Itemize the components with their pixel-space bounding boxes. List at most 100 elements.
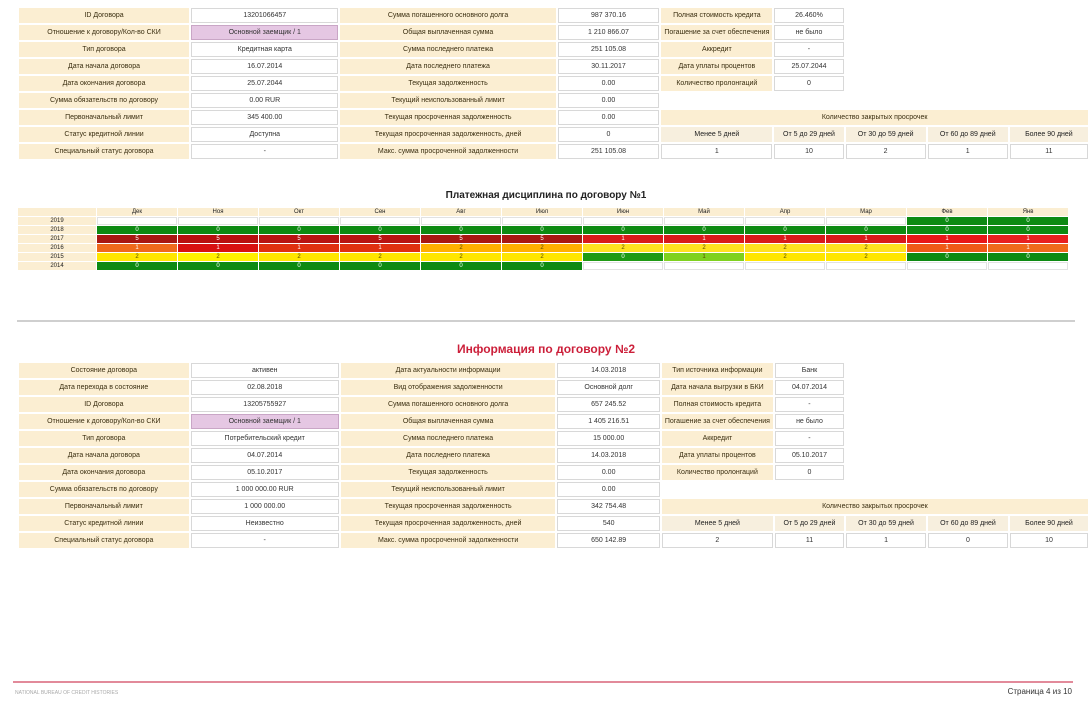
overdue-bucket-count: 10 bbox=[1009, 533, 1088, 548]
field-value: 0 bbox=[557, 127, 660, 142]
info-row: Дата начала договора 04.07.2014 Дата после… bbox=[19, 448, 1088, 463]
overdue-bucket-header: От 5 до 29 дней bbox=[774, 516, 845, 531]
payment-status-cell: 0 bbox=[502, 226, 582, 234]
overdue-bucket-count: 11 bbox=[774, 533, 845, 548]
field-label: Текущая просроченная задолженность, дней bbox=[340, 516, 556, 531]
year-label: 2017 bbox=[18, 235, 96, 243]
field-label: Отношение к договору/Кол-во СКИ bbox=[19, 414, 189, 429]
payment-status-cell bbox=[988, 262, 1068, 270]
payment-status-cell bbox=[745, 217, 825, 225]
year-label: 2014 bbox=[18, 262, 96, 270]
field-value: - bbox=[774, 431, 845, 446]
empty-cell bbox=[662, 482, 1088, 497]
payment-status-cell: 2 bbox=[97, 253, 177, 261]
payment-status-cell: 1 bbox=[97, 244, 177, 252]
field-value: 13205755927 bbox=[190, 397, 339, 412]
field-value: 0.00 bbox=[557, 465, 660, 480]
payment-status-cell: 0 bbox=[259, 262, 339, 270]
field-label: Текущая просроченная задолженность bbox=[340, 499, 556, 514]
contract-2-info-table: Состояние договора активен Дата актуальнос… bbox=[17, 361, 1090, 550]
field-value: 14.03.2018 bbox=[557, 363, 660, 378]
payment-status-cell: 0 bbox=[421, 226, 501, 234]
payment-status-cell: 5 bbox=[421, 235, 501, 243]
payment-status-cell: 2 bbox=[583, 244, 663, 252]
payment-status-cell: 1 bbox=[988, 244, 1068, 252]
field-value: 30.11.2017 bbox=[557, 59, 660, 74]
field-value: 1 000 000.00 bbox=[190, 499, 339, 514]
field-label: Статус кредитной линии bbox=[19, 127, 190, 142]
field-label: Аккредит bbox=[661, 431, 773, 446]
info-row: ID Договора 13201066457 Сумма погашенного … bbox=[19, 8, 1088, 23]
overdue-bucket-header: Более 90 дней bbox=[1009, 127, 1088, 142]
year-label: 2018 bbox=[18, 226, 96, 234]
payment-status-cell: 0 bbox=[988, 226, 1068, 234]
field-label: Вид отображения задолженности bbox=[340, 380, 556, 395]
payment-status-cell: 2 bbox=[340, 253, 420, 261]
field-label: Специальный статус договора bbox=[19, 533, 189, 548]
payment-status-cell: 2 bbox=[664, 244, 744, 252]
field-value: Потребительский кредит bbox=[190, 431, 339, 446]
field-label: Первоначальный лимит bbox=[19, 499, 189, 514]
month-header: Окт bbox=[259, 208, 339, 216]
payment-status-cell: 0 bbox=[340, 262, 420, 270]
payment-status-cell bbox=[421, 217, 501, 225]
payment-status-cell: 2 bbox=[502, 244, 582, 252]
payment-status-cell: 2 bbox=[745, 253, 825, 261]
field-label: Дата начала договора bbox=[19, 448, 189, 463]
info-row: Отношение к договору/Кол-во СКИ Основной … bbox=[19, 414, 1088, 429]
field-label: Специальный статус договора bbox=[19, 144, 190, 159]
field-value: 251 105.08 bbox=[557, 144, 660, 159]
info-row: Первоначальный лимит 1 000 000.00 Текущая … bbox=[19, 499, 1088, 514]
overdue-bucket-count: 10 bbox=[774, 144, 844, 159]
field-label: Отношение к договору/Кол-во СКИ bbox=[19, 25, 190, 40]
overdue-bucket-header: Менее 5 дней bbox=[661, 516, 773, 531]
field-value: 0 bbox=[774, 76, 844, 91]
field-value: Банк bbox=[774, 363, 845, 378]
field-value: 650 142.89 bbox=[557, 533, 660, 548]
info-row: Дата окончания договора 25.07.2044 Текущая… bbox=[19, 76, 1088, 91]
month-header: Июн bbox=[583, 208, 663, 216]
field-label: Полная стоимость кредита bbox=[661, 8, 773, 23]
field-value: не было bbox=[774, 414, 845, 429]
footer-company: NATIONAL BUREAU OF CREDIT HISTORIES bbox=[15, 690, 119, 696]
payment-status-cell: 0 bbox=[826, 226, 906, 234]
field-label: Погашение за счет обеспечения bbox=[661, 414, 773, 429]
payment-status-cell: 5 bbox=[259, 235, 339, 243]
month-header: Дек bbox=[97, 208, 177, 216]
payment-status-cell: 2 bbox=[178, 253, 258, 261]
payment-status-cell: 1 bbox=[664, 253, 744, 261]
field-value: 1 210 866.07 bbox=[557, 25, 660, 40]
payment-status-cell bbox=[583, 262, 663, 270]
payment-status-cell bbox=[826, 262, 906, 270]
payment-status-cell bbox=[502, 217, 582, 225]
field-value: - bbox=[774, 397, 845, 412]
payment-status-cell: 1 bbox=[826, 235, 906, 243]
payment-status-cell: 2 bbox=[502, 253, 582, 261]
field-label: Количество пролонгаций bbox=[661, 465, 773, 480]
field-label: ID Договора bbox=[19, 8, 190, 23]
field-value: 14.03.2018 bbox=[557, 448, 660, 463]
payment-status-cell bbox=[745, 262, 825, 270]
payment-status-cell: 2 bbox=[826, 253, 906, 261]
overdue-bucket-count: 2 bbox=[845, 144, 926, 159]
grid-corner bbox=[18, 208, 96, 216]
payment-status-cell: 2 bbox=[745, 244, 825, 252]
field-label: Тип договора bbox=[19, 42, 190, 57]
field-label: Общая выплаченная сумма bbox=[340, 414, 556, 429]
info-row: Сумма обязательств по договору 0.00 RUR Те… bbox=[19, 93, 1088, 108]
empty-cell bbox=[661, 93, 1088, 108]
page-number: Страница 4 из 10 bbox=[1007, 687, 1072, 696]
info-row: Дата окончания договора 05.10.2017 Текущая… bbox=[19, 465, 1088, 480]
field-value: 05.10.2017 bbox=[774, 448, 845, 463]
field-label: Тип договора bbox=[19, 431, 189, 446]
field-value: Неизвестно bbox=[190, 516, 339, 531]
field-label: Дата последнего платежа bbox=[340, 448, 556, 463]
field-value: 04.07.2014 bbox=[774, 380, 845, 395]
payment-status-cell: 2 bbox=[421, 244, 501, 252]
field-label: Дата уплаты процентов bbox=[661, 59, 773, 74]
field-label: Макс. сумма просроченной задолженности bbox=[340, 533, 556, 548]
payment-status-cell: 0 bbox=[178, 262, 258, 270]
payment-status-cell bbox=[259, 217, 339, 225]
month-header: Май bbox=[664, 208, 744, 216]
month-header: Сен bbox=[340, 208, 420, 216]
